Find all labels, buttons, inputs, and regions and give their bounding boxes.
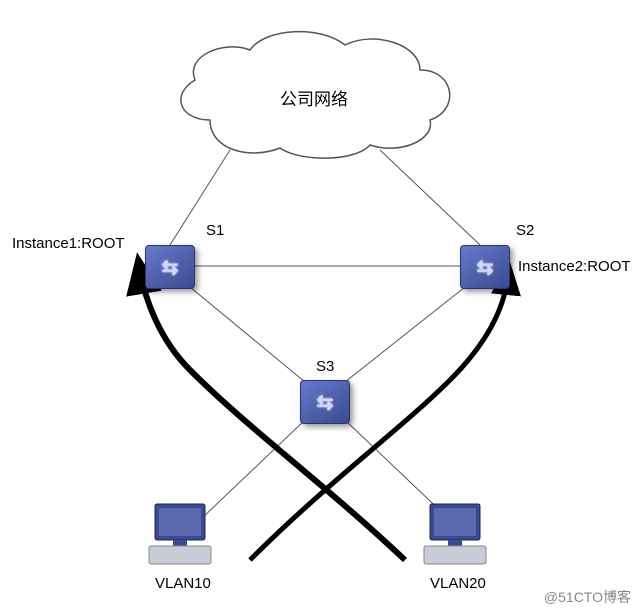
pc1-label: VLAN10 <box>155 575 211 592</box>
watermark: @51CTO博客 <box>544 587 631 607</box>
link-s3-pc1 <box>200 420 305 520</box>
cloud-label: 公司网络 <box>280 85 348 110</box>
switch-s3: ⇆ <box>300 380 348 422</box>
switch-icon: ⇆ <box>162 255 179 280</box>
switch-icon: ⇆ <box>317 390 334 415</box>
pc2-label: VLAN20 <box>430 575 486 592</box>
network-diagram: 公司网络 ⇆ S1 Instance1:ROOT ⇆ S2 Instance2:… <box>0 0 639 613</box>
s2-side-label: Instance2:ROOT <box>518 258 631 275</box>
switch-icon: ⇆ <box>477 255 494 280</box>
s2-label: S2 <box>516 222 534 239</box>
s3-label: S3 <box>316 358 334 375</box>
link-cloud-s2 <box>380 150 480 245</box>
switch-s2: ⇆ <box>460 245 508 287</box>
pc-vlan10 <box>145 500 215 570</box>
link-s2-s3 <box>345 287 465 382</box>
s1-side-label: Instance1:ROOT <box>12 235 125 252</box>
s1-label: S1 <box>206 222 224 239</box>
pc-vlan20 <box>420 500 490 570</box>
link-s1-s3 <box>190 287 305 382</box>
switch-s1: ⇆ <box>145 245 193 287</box>
